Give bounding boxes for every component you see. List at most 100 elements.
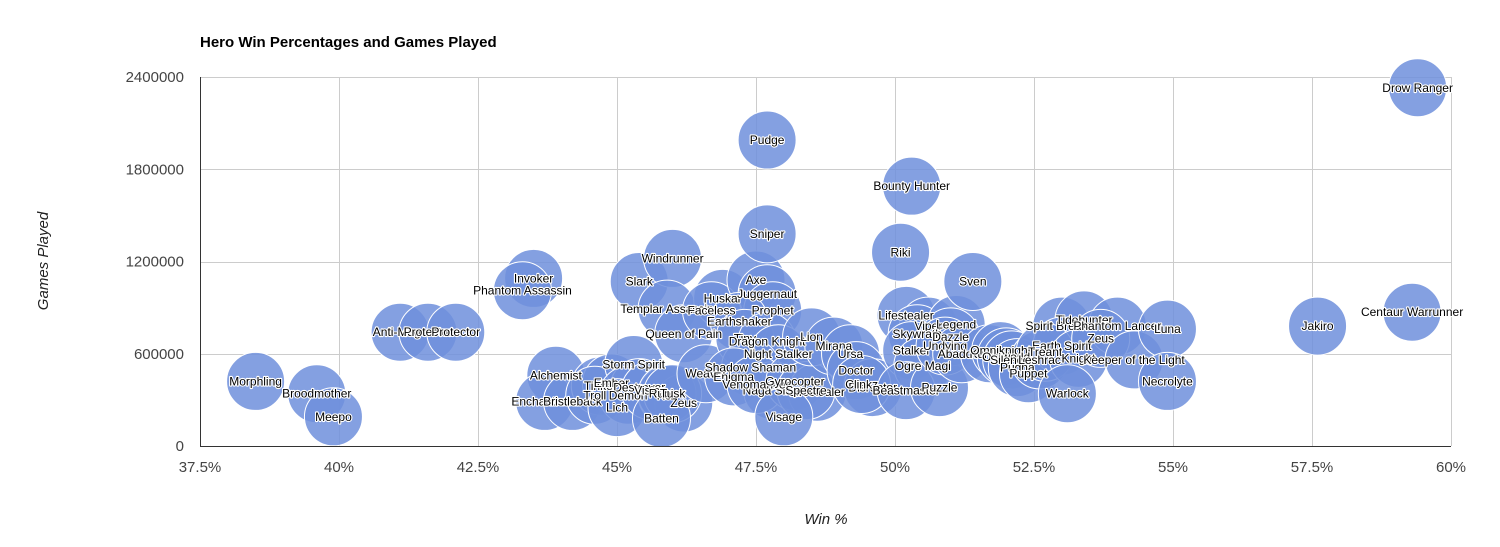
bubble-label: Visage xyxy=(766,410,803,424)
bubble-label: Enchantress xyxy=(511,394,578,408)
bubble[interactable] xyxy=(737,204,797,264)
bubble[interactable] xyxy=(1288,296,1348,356)
bubble-label: Weaver xyxy=(685,367,726,381)
bubble-label: Mirana xyxy=(815,339,852,353)
bubble-label: Gyrocopter xyxy=(765,374,824,388)
bubble-label: Stalker xyxy=(893,344,930,358)
bubble-label: Disruptor xyxy=(848,381,897,395)
bubble-label: Dragon Knight xyxy=(729,334,806,348)
bubble-label: Alchemist xyxy=(530,368,583,382)
bubble-label: Protector xyxy=(404,325,453,339)
bubble-label: Enigma xyxy=(713,370,754,384)
bubble[interactable] xyxy=(754,387,814,447)
bubble[interactable] xyxy=(1388,58,1448,118)
bubble-label: Huskar xyxy=(704,291,742,305)
bubble-label: Clinkz xyxy=(845,378,878,392)
x-tick-label: 50% xyxy=(880,459,910,476)
bubble-label: Windrunner xyxy=(642,251,704,265)
bubble-label: Centaur Warrunner xyxy=(1361,305,1463,319)
bubble-label: Luna xyxy=(1154,322,1181,336)
bubble-label: Lich xyxy=(606,401,628,415)
bubble[interactable] xyxy=(1382,282,1442,342)
bubble-label: Knight xyxy=(1061,351,1096,365)
bubble-label: Tusk xyxy=(660,387,687,401)
bubble-label: Night Stalker xyxy=(744,347,813,361)
bubble-label: Troll xyxy=(583,388,606,402)
bubble-label: Tinker xyxy=(584,379,617,393)
x-tick-label: 45% xyxy=(602,459,632,476)
bubble[interactable] xyxy=(737,110,797,170)
bubble-label: Drow Ranger xyxy=(1382,81,1453,95)
bubble-label: Protector xyxy=(431,325,480,339)
bubble-label: Warlock xyxy=(1046,387,1090,401)
bubble-label: Ember xyxy=(594,376,629,390)
bubble[interactable] xyxy=(871,222,931,282)
bubble-label: Venomancer xyxy=(722,378,789,392)
bubble-label: Faceless xyxy=(688,304,736,318)
bubble-label: Keeper of the Light xyxy=(1083,353,1185,367)
bubble-label: Kunkka xyxy=(970,347,1010,361)
bubble-label: Treant xyxy=(1028,345,1063,359)
bubble[interactable] xyxy=(492,261,552,321)
bubble-layer xyxy=(226,58,1448,448)
bubble-label: Meepo xyxy=(315,410,352,424)
bubble-label: Demon xyxy=(609,388,648,402)
bubble-label: Queen of Pain xyxy=(645,327,722,341)
y-axis-label: Games Played xyxy=(35,211,52,310)
bubble-label: Phantom Assassin xyxy=(473,284,572,298)
bubble[interactable] xyxy=(426,302,486,362)
bubble-label: Tidehunter xyxy=(1056,313,1113,327)
bubble-label: Invoker xyxy=(514,271,553,285)
bubble-label: Beastmaster xyxy=(872,384,939,398)
bubble-label: Silencer xyxy=(990,353,1033,367)
y-tick-label: 1200000 xyxy=(126,254,184,271)
x-tick-label: 37.5% xyxy=(179,459,222,476)
bubble-label: Sven xyxy=(959,274,986,288)
bubble-label: Dazzle xyxy=(932,330,969,344)
bubble[interactable] xyxy=(882,156,942,216)
bubble-label: Puzzle xyxy=(921,381,957,395)
bubble[interactable] xyxy=(1037,364,1097,424)
bubble-label: Pudge xyxy=(750,133,785,147)
bubble-label: Leshrac xyxy=(1018,353,1061,367)
bubble-label: Outworld xyxy=(982,350,1030,364)
bubble-label: Lion xyxy=(800,330,823,344)
bubble-label: Batten xyxy=(644,411,679,425)
bubble-label: Ursa xyxy=(838,347,864,361)
bubble-label: Earth Spirit xyxy=(1032,339,1092,353)
bubble-label: Bounty Hunter xyxy=(873,179,950,193)
bubble-label: Zeus xyxy=(670,396,697,410)
bubble-label: Earthshaker xyxy=(707,314,772,328)
bubble-label: Axe xyxy=(746,273,767,287)
bubble-label: Phantom Lancer xyxy=(1073,319,1161,333)
x-tick-label: 42.5% xyxy=(457,459,500,476)
bubble-label: Sniper xyxy=(750,227,785,241)
x-tick-label: 55% xyxy=(1158,459,1188,476)
bubble[interactable] xyxy=(303,387,363,447)
bubble-label: Broodmother xyxy=(282,387,351,401)
bubble-label: Juggernaut xyxy=(737,287,798,301)
bubble-label: Undying xyxy=(923,339,967,353)
x-tick-label: 52.5% xyxy=(1013,459,1056,476)
bubble-label: Viper xyxy=(914,319,942,333)
bubble-label: Riki xyxy=(891,245,911,259)
bubble-label: Spectre xyxy=(785,384,827,398)
bubble[interactable] xyxy=(943,251,1003,311)
bubble[interactable] xyxy=(226,351,286,411)
bubble-label: Kotl xyxy=(657,388,678,402)
bubble-label: Storm Spirit xyxy=(602,358,665,372)
bubble[interactable] xyxy=(1137,351,1197,411)
bubble-label: Morphling xyxy=(229,374,282,388)
bubble-label: Templar Assassin xyxy=(620,302,713,316)
bubble-label: Zeus xyxy=(1087,331,1114,345)
bubble[interactable] xyxy=(631,388,691,448)
bubble-label: Slark xyxy=(626,274,654,288)
bubble-label: Ogre Magi xyxy=(895,359,951,373)
bubble-label: Prophet xyxy=(752,304,795,318)
bubble-label: Shadow Shaman xyxy=(705,361,796,375)
bubble-label: Spirit Breaker xyxy=(1025,319,1098,333)
bubble-label: Destroyer xyxy=(613,381,665,395)
bubble-label: Anti-Mage xyxy=(373,325,428,339)
